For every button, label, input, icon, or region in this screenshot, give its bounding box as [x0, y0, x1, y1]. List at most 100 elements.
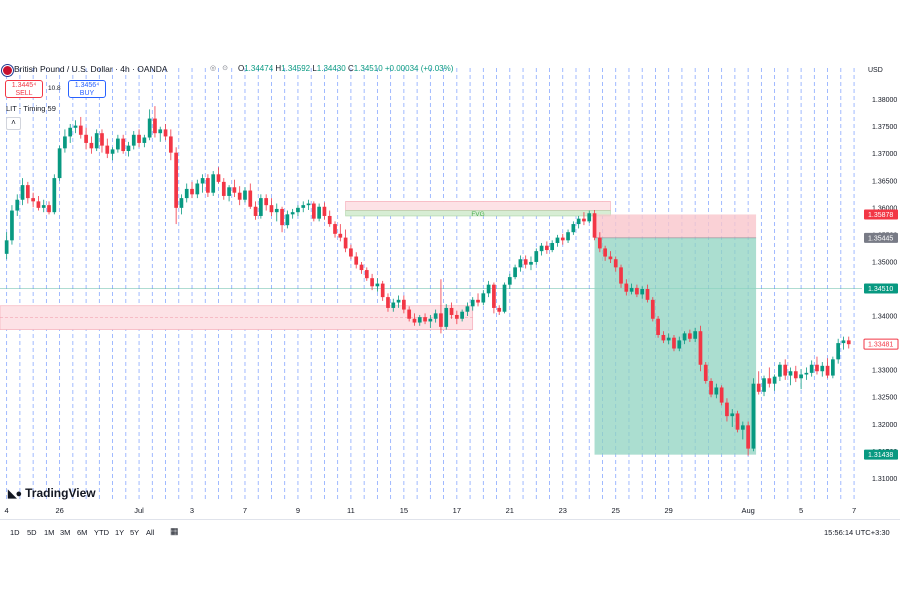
candle-body[interactable] [131, 134, 136, 146]
candle-body[interactable] [576, 218, 581, 225]
buy-button[interactable]: 1.3456⁴ BUY [68, 80, 106, 98]
fvg-zone[interactable] [345, 210, 611, 217]
candle-body[interactable] [147, 118, 152, 138]
candle-body[interactable] [407, 309, 412, 319]
candle-body[interactable] [677, 340, 682, 349]
timeframe-5y[interactable]: 5Y [130, 528, 140, 537]
candle-body[interactable] [364, 270, 369, 279]
candle-body[interactable] [354, 256, 359, 265]
candle-body[interactable] [174, 152, 178, 208]
candle-body[interactable] [778, 364, 782, 377]
candle-body[interactable] [825, 365, 830, 376]
candle-body[interactable] [280, 208, 284, 226]
candle-body[interactable] [68, 127, 73, 137]
candle-body[interactable] [587, 213, 592, 222]
candle-body[interactable] [311, 203, 316, 219]
candle-body[interactable] [449, 307, 454, 315]
settings-icon[interactable]: ⊙ [222, 65, 228, 72]
candle-body[interactable] [121, 138, 126, 152]
candle-body[interactable] [375, 283, 380, 287]
candle-body[interactable] [248, 190, 253, 207]
candle-body[interactable] [767, 378, 772, 384]
candle-body[interactable] [333, 224, 337, 234]
indicator-label[interactable]: LIT - Timing 59 [6, 104, 56, 113]
sell-button[interactable]: 1.3445⁴ SELL [5, 80, 43, 98]
timeframe-6m[interactable]: 6M [77, 528, 88, 537]
candle-body[interactable] [730, 413, 735, 417]
candle-body[interactable] [370, 278, 374, 287]
candle-body[interactable] [841, 340, 846, 344]
candle-body[interactable] [513, 267, 517, 278]
candle-body[interactable] [105, 145, 110, 154]
candle-body[interactable] [386, 297, 390, 308]
candle-body[interactable] [640, 289, 645, 295]
candle-body[interactable] [476, 299, 480, 303]
candle-body[interactable] [285, 214, 290, 226]
supply-zone[interactable] [345, 201, 611, 211]
candle-body[interactable] [539, 245, 544, 252]
candle-body[interactable] [306, 203, 311, 206]
candle-body[interactable] [126, 145, 131, 152]
candle-body[interactable] [788, 371, 793, 376]
candle-body[interactable] [735, 413, 740, 430]
candle-body[interactable] [566, 232, 570, 241]
candle-body[interactable] [15, 199, 20, 211]
timeframe-1d[interactable]: 1D [10, 528, 20, 537]
candle-body[interactable] [592, 213, 597, 238]
candle-body[interactable] [545, 245, 549, 251]
candle-body[interactable] [142, 137, 147, 143]
candle-body[interactable] [762, 378, 766, 392]
candle-body[interactable] [809, 364, 814, 373]
candle-body[interactable] [269, 205, 274, 213]
currency-selector[interactable]: USD [868, 67, 883, 74]
candle-body[interactable] [635, 287, 639, 295]
candle-body[interactable] [624, 283, 629, 292]
candle-body[interactable] [672, 337, 676, 349]
candle-body[interactable] [481, 293, 486, 303]
candle-body[interactable] [492, 284, 496, 308]
candle-body[interactable] [433, 313, 438, 319]
candle-body[interactable] [582, 218, 586, 222]
candle-body[interactable] [650, 299, 655, 319]
candle-body[interactable] [380, 283, 385, 298]
candle-body[interactable] [783, 364, 788, 376]
candle-body[interactable] [846, 340, 851, 345]
candle-body[interactable] [703, 364, 708, 381]
candle-body[interactable] [815, 364, 819, 372]
candle-body[interactable] [31, 198, 35, 202]
candle-body[interactable] [73, 125, 78, 128]
candle-body[interactable] [343, 237, 348, 249]
candle-body[interactable] [693, 331, 698, 339]
candle-body[interactable] [190, 188, 194, 195]
candle-body[interactable] [264, 198, 269, 206]
candle-body[interactable] [412, 318, 417, 323]
candle-body[interactable] [110, 149, 115, 154]
candle-body[interactable] [751, 383, 756, 449]
candle-body[interactable] [322, 206, 327, 216]
candle-body[interactable] [296, 207, 300, 213]
timeframe-all[interactable]: All [146, 528, 155, 537]
timeframe-1m[interactable]: 1M [44, 528, 55, 537]
candle-body[interactable] [237, 192, 242, 200]
candle-body[interactable] [206, 178, 210, 193]
eye-icon[interactable]: ◎ [209, 65, 217, 72]
candle-body[interactable] [439, 313, 443, 327]
candle-body[interactable] [349, 248, 353, 257]
candle-body[interactable] [831, 359, 835, 376]
candle-body[interactable] [661, 334, 666, 341]
symbol-title[interactable]: British Pound / U.S. Dollar · 4h · OANDA [14, 64, 168, 74]
candle-body[interactable] [163, 129, 168, 137]
candle-body[interactable] [529, 261, 533, 265]
candle-body[interactable] [359, 264, 364, 271]
collapse-indicators-button[interactable]: ˄ [6, 117, 21, 130]
timeframe-1y[interactable]: 1Y [115, 528, 125, 537]
stop-loss-area[interactable] [594, 214, 757, 238]
candle-body[interactable] [740, 425, 745, 430]
candle-body[interactable] [666, 337, 671, 341]
candle-body[interactable] [57, 148, 62, 179]
candle-body[interactable] [41, 205, 46, 208]
candle-body[interactable] [645, 289, 650, 300]
candle-body[interactable] [36, 201, 41, 208]
candle-body[interactable] [465, 306, 470, 312]
